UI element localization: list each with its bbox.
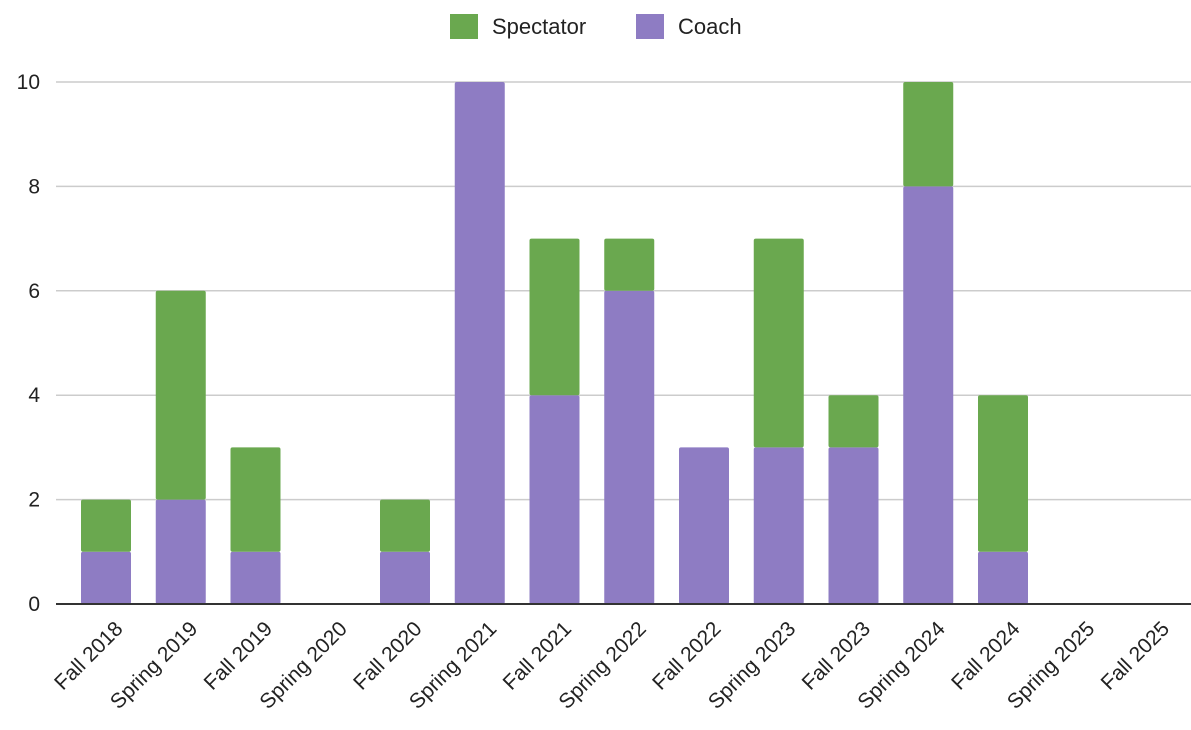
bar-coach <box>903 186 954 604</box>
legend: Spectator Coach <box>450 14 742 39</box>
x-tick-label: Fall 2025 <box>1097 617 1174 694</box>
x-tick-label: Fall 2018 <box>50 617 127 694</box>
y-tick-label: 8 <box>28 175 40 198</box>
bar-spectator <box>155 290 206 500</box>
y-tick-label: 10 <box>17 71 40 94</box>
bar-spectator <box>230 447 281 552</box>
bar-coach <box>155 499 206 604</box>
bar-coach <box>529 395 580 604</box>
legend-label-spectator: Spectator <box>492 14 586 39</box>
bar-spectator <box>903 82 954 187</box>
bar-spectator <box>753 238 804 448</box>
bar-coach <box>230 551 281 604</box>
bar-coach <box>604 290 655 604</box>
y-tick-label: 4 <box>28 384 40 407</box>
x-tick-label: Fall 2019 <box>200 617 277 694</box>
bar-coach <box>380 551 430 604</box>
x-tick-label: Fall 2023 <box>798 617 875 694</box>
bar-spectator <box>529 238 580 396</box>
legend-label-coach: Coach <box>678 14 742 39</box>
bar-spectator <box>604 238 655 291</box>
bar-spectator <box>828 395 879 448</box>
legend-swatch-spectator <box>450 14 478 39</box>
bar-spectator <box>978 395 1028 552</box>
x-tick-label: Fall 2021 <box>499 617 576 694</box>
bar-coach <box>454 82 505 604</box>
bar-coach <box>753 447 804 604</box>
y-tick-label: 2 <box>28 489 40 512</box>
legend-swatch-coach <box>636 14 664 39</box>
x-tick-label: Fall 2022 <box>648 617 725 694</box>
y-tick-label: 0 <box>28 593 40 616</box>
bars <box>81 82 1028 604</box>
bar-spectator <box>380 499 430 552</box>
bar-coach <box>978 551 1028 604</box>
bar-spectator <box>81 499 131 552</box>
bar-coach <box>679 447 729 604</box>
y-tick-label: 6 <box>28 280 40 303</box>
x-tick-label: Fall 2020 <box>349 617 426 694</box>
x-tick-label: Fall 2024 <box>947 617 1025 695</box>
bar-coach <box>828 447 879 604</box>
bar-coach <box>81 551 131 604</box>
